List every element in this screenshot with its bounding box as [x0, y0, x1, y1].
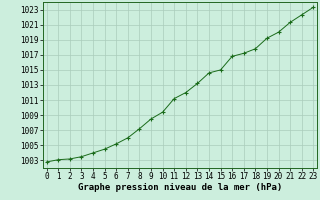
X-axis label: Graphe pression niveau de la mer (hPa): Graphe pression niveau de la mer (hPa) [78, 183, 282, 192]
